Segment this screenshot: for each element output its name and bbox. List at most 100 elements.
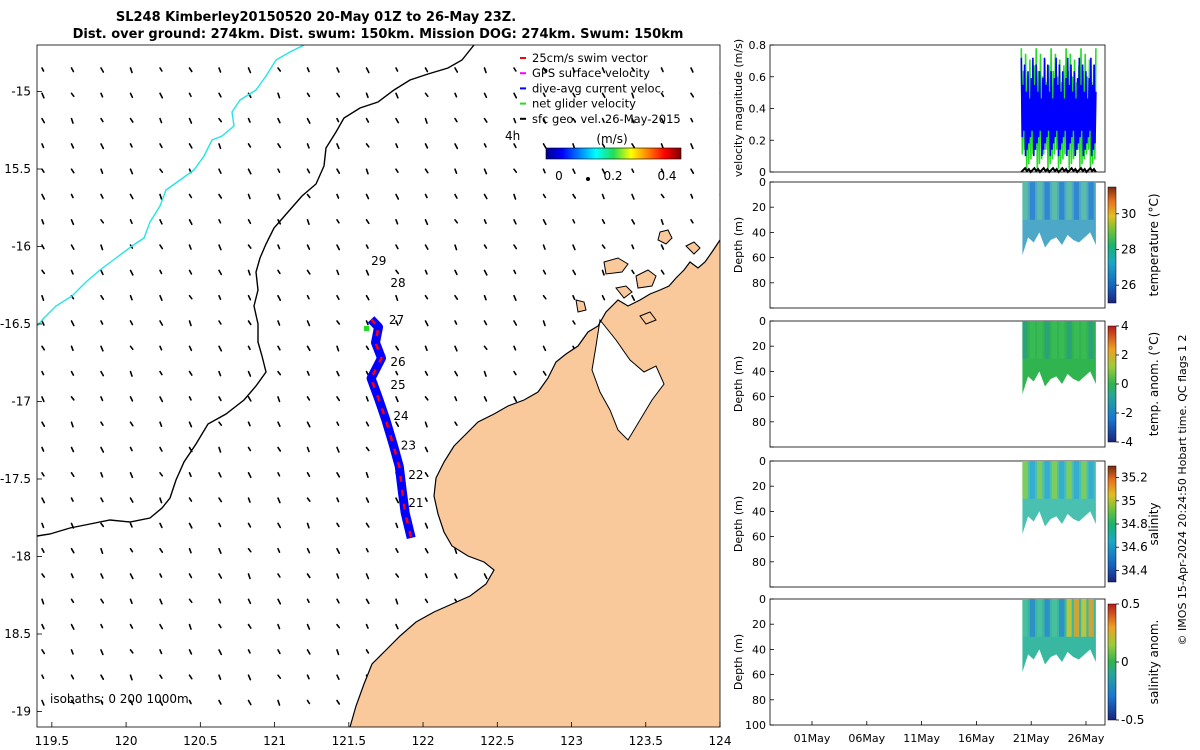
velocity-arrow [41,547,45,554]
velocity-arrow [483,67,487,74]
coastline [349,239,720,727]
velocity-arrow [542,345,547,352]
velocity-arrow [365,294,370,301]
velocity-arrow [277,699,281,706]
velocity-arrow [424,193,428,199]
velocity-arrow [719,370,720,373]
velocity-arrow [336,269,340,276]
velocity-arrow [277,547,281,554]
velocity-arrow [365,219,370,225]
temperature-colorbar-tick-label: 28 [1121,242,1136,256]
velocity-arrow [188,320,192,327]
velocity-arrow [247,269,251,276]
velocity-arrow [631,219,636,225]
velocity-arrow [247,345,251,351]
temperature-anomaly-axes [769,320,1106,448]
velocity-arrow [601,219,606,225]
velocity-arrow [424,219,429,226]
velocity-arrow [41,522,45,529]
velocity-arrow [129,547,134,553]
velocity-arrow [159,67,163,72]
velocity-arrow [218,598,222,604]
velocity-ytick-label: 0.8 [749,39,767,52]
velocity-arrow [454,345,458,352]
velocity-arrow [218,699,222,705]
velocity-arrow [750,245,752,249]
velocity-arrow [159,168,164,173]
velocity-arrow [395,573,400,578]
velocity-arrow [395,598,399,605]
velocity-arrow [424,345,428,352]
velocity-arrow [70,370,75,376]
velocity-arrow [454,320,458,325]
date-tick-label: 16May [958,732,995,745]
temperature-anomaly-streak [1059,321,1065,359]
velocity-arrow [159,92,164,99]
velocity-arrow [277,67,282,72]
salinity-streak [1022,461,1028,499]
velocity-arrow [424,143,429,149]
temperature-ytick-label: 80 [752,277,766,290]
temperature-anomaly-streak [1051,321,1057,359]
velocity-arrow [159,623,164,630]
velocity-arrow [70,547,75,554]
salinity-streak [1081,461,1087,499]
velocity-arrow [100,67,105,73]
temperature-anomaly-streak [1044,321,1050,359]
velocity-arrow [306,269,311,275]
velocity-arrow [218,143,222,150]
velocity-arrow [454,168,458,174]
velocity-arrow [218,320,222,325]
velocity-arrow [365,117,370,123]
velocity-arrow [365,573,370,580]
velocity-arrow [424,320,429,327]
velocity-arrow [365,471,369,479]
map-ytick-label: -19 [11,705,31,719]
temperature-ylabel: Depth (m) [732,217,745,273]
velocity-arrow [70,345,74,352]
velocity-arrow [247,168,252,175]
dive-avg-velocity-line [1020,57,1097,157]
velocity-arrow [572,193,577,199]
velocity-arrow [424,67,429,73]
velocity-arrow [336,396,341,402]
velocity-arrow [336,598,340,604]
velocity-arrow [277,573,281,578]
velocity-arrow [100,547,104,555]
velocity-arrow [129,320,134,326]
velocity-arrow [719,522,720,525]
velocity-arrow [750,473,752,476]
velocity-arrow [542,244,546,250]
velocity-arrow [188,117,193,124]
velocity-arrow [129,294,133,301]
velocity-arrow [336,497,340,503]
velocity-arrow [424,294,429,300]
velocity-arrow [129,598,133,605]
velocity-arrow [572,117,577,123]
temperature-streak [1051,182,1057,220]
velocity-arrow [277,244,281,250]
map-ytick-label: 15.5 [4,162,31,176]
velocity-arrow [542,269,547,275]
velocity-arrow [159,396,164,403]
velocity-arrow [218,168,222,174]
velocity-arrow [719,193,720,196]
velocity-arrow [306,598,310,604]
velocity-arrow [719,269,720,272]
velocity-arrow [70,117,74,124]
date-tick-label: 26May [1068,732,1105,745]
velocity-arrow [395,396,399,403]
velocity-arrow [218,370,222,377]
velocity-arrow [188,573,193,579]
velocity-arrow [218,623,222,629]
temperature-streak [1022,182,1028,220]
velocity-arrow [690,92,695,98]
velocity-arrow [218,193,223,199]
day-label: 24 [393,409,408,423]
speed-colorbar [545,147,682,160]
velocity-arrow [660,143,664,149]
velocity-arrow [218,67,222,73]
velocity-arrow [690,219,694,224]
velocity-y-axis: 0 0.2 0.4 0.6 0.8 [749,39,774,179]
velocity-arrow [41,117,46,124]
